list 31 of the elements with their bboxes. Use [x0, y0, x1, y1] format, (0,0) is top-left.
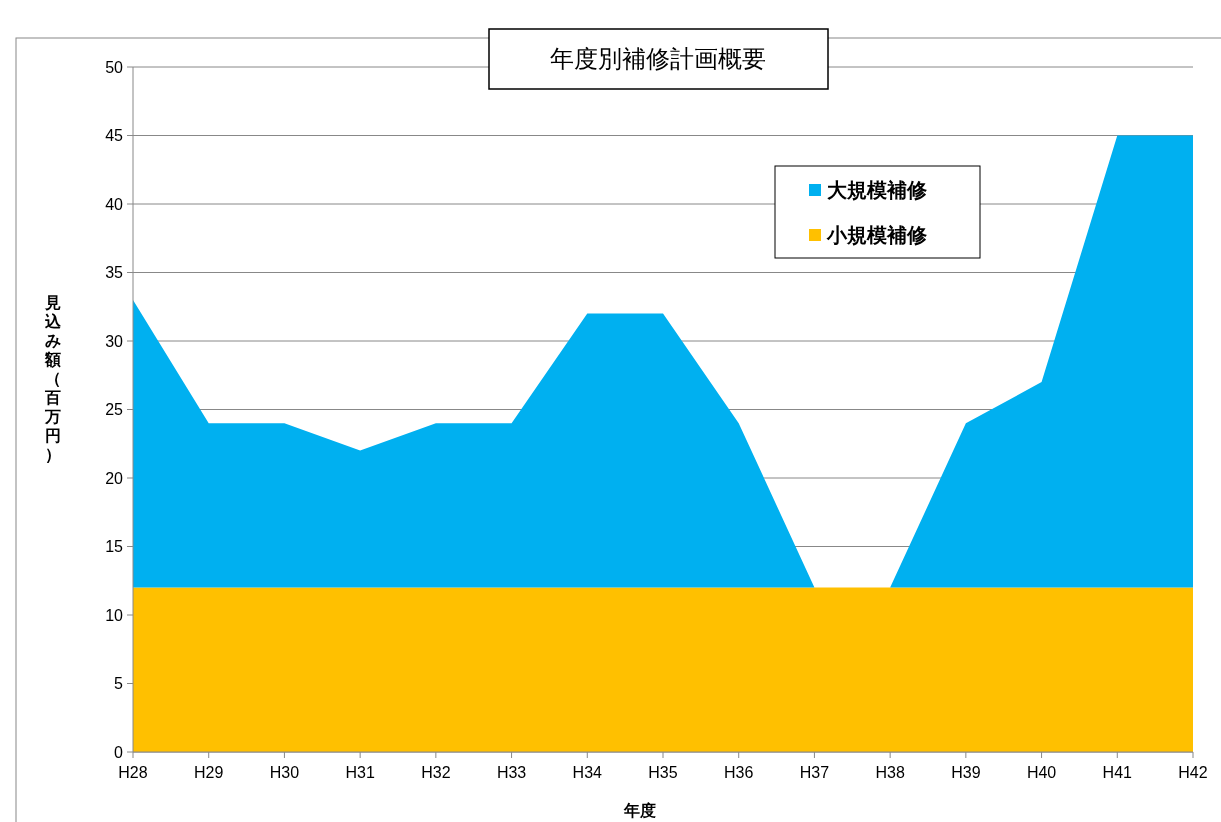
y-tick-label: 20	[105, 469, 124, 487]
x-tick-label: H36	[724, 764, 754, 781]
x-tick-label: H35	[648, 764, 678, 781]
y-tick-label: 40	[105, 195, 124, 213]
x-tick-label: H34	[572, 764, 603, 781]
x-tick-label: H39	[951, 764, 981, 781]
legend-label: 大規模補修	[827, 179, 928, 201]
y-tick-label: 5	[114, 675, 124, 693]
x-tick-label: H32	[421, 764, 451, 781]
x-tick-label: H37	[799, 764, 830, 781]
x-tick-label: H28	[118, 764, 148, 781]
x-tick-label: H42	[1178, 764, 1208, 781]
y-tick-label: 45	[105, 127, 124, 145]
x-tick-label: H30	[269, 764, 300, 781]
text: 見込み額（百万円）	[45, 294, 61, 463]
y-tick-label: 50	[105, 58, 124, 76]
x-tick-label: H33	[496, 764, 527, 781]
y-tick-label: 0	[114, 743, 124, 761]
legend-label: 小規模補修	[826, 224, 928, 246]
x-tick-label: H38	[875, 764, 905, 781]
y-tick-label: 35	[105, 264, 124, 282]
x-tick-label: H41	[1102, 764, 1133, 781]
x-axis-title: 年度	[623, 801, 656, 819]
chart-title: 年度別補修計画概要	[550, 45, 766, 73]
x-tick-label: H40	[1026, 764, 1057, 781]
y-tick-label: 25	[105, 401, 124, 419]
x-tick-label: H31	[345, 764, 375, 781]
y-tick-label: 10	[105, 606, 124, 624]
x-tick-label: H29	[194, 764, 224, 781]
y-tick-label: 15	[105, 538, 124, 556]
y-tick-label: 30	[105, 332, 124, 350]
